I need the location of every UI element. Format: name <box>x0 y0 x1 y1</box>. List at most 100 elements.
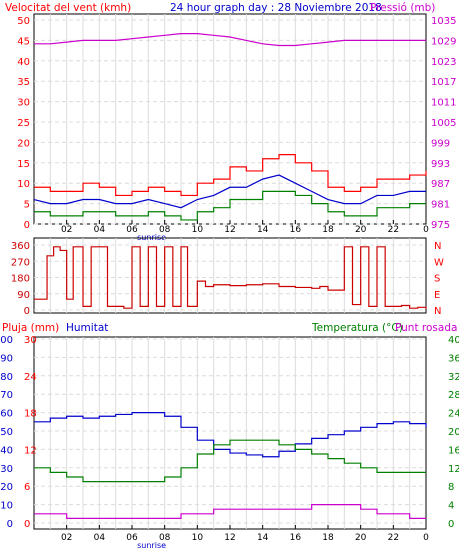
humidity-tick-label: 40 <box>0 445 13 456</box>
pressure-tick-label: 993 <box>431 159 450 170</box>
x-tick-label: 08 <box>159 533 171 543</box>
wind-speed-series-line <box>33 174 426 209</box>
humidity-tick-label: 100 <box>0 335 13 346</box>
temperature-legend: Temperatura (°C) <box>311 322 403 334</box>
direction-tick-label: 180 <box>11 274 30 285</box>
temperature-tick-label: 12 <box>448 464 459 475</box>
x-tick-label: 18 <box>322 533 334 543</box>
rain-tick-label: 6 <box>24 482 30 493</box>
wind-direction-series-line <box>34 246 427 310</box>
direction-tick-label: 360 <box>11 241 30 252</box>
pressure-tick-label: 975 <box>431 220 450 231</box>
x-tick-label: 16 <box>290 225 302 235</box>
pressure-tick-label: 999 <box>431 138 450 149</box>
x-tick-label: 12 <box>224 225 235 235</box>
wind-axis-title: Velocitat del vent (kmh) <box>5 2 131 14</box>
compass-tick-label: E <box>434 290 440 301</box>
x-tick-label: 14 <box>257 533 269 543</box>
humidity-legend: Humitat <box>66 322 108 334</box>
x-tick-label: 14 <box>257 225 269 235</box>
wind-panel-series <box>33 33 427 221</box>
direction-tick-label: 0 <box>24 306 30 317</box>
direction-panel-ticks: 0 N 90 E 180 S 270 W 360 N <box>11 241 444 317</box>
x-tick-label: 0 <box>423 225 429 235</box>
compass-tick-label: N <box>434 241 441 252</box>
x-tick-label: 08 <box>159 225 171 235</box>
compass-tick-label: W <box>434 257 444 268</box>
x-tick-label: 22 <box>388 533 399 543</box>
pressure-tick-label: 1005 <box>431 118 456 129</box>
temperature-tick-label: 16 <box>448 445 459 456</box>
wind-tick-label: 25 <box>17 118 30 129</box>
dewpoint-series-line <box>34 504 426 519</box>
direction-panel-series <box>34 246 427 310</box>
rain-tick-label: 30 <box>24 335 37 346</box>
x-tick-label: 12 <box>224 533 235 543</box>
compass-tick-label: S <box>434 274 440 285</box>
pressure-tick-label: 1017 <box>431 77 456 88</box>
humidity-tick-label: 10 <box>0 501 13 512</box>
rain-tick-label: 24 <box>24 372 37 383</box>
x-tick-label: 10 <box>192 533 204 543</box>
wind-tick-label: 0 <box>24 220 30 231</box>
rain-tick-label: 12 <box>24 445 37 456</box>
x-tick-label: 04 <box>94 225 106 235</box>
wind-panel-grid <box>34 14 426 225</box>
temperature-tick-label: 4 <box>448 501 454 512</box>
direction-panel-grid <box>34 238 426 313</box>
wind-tick-label: 5 <box>24 200 30 211</box>
wind-tick-label: 50 <box>17 16 30 27</box>
rain-tick-label: 18 <box>24 409 37 420</box>
temp-panel-grid <box>34 337 426 529</box>
wind-tick-label: 45 <box>17 36 30 47</box>
humidity-tick-label: 50 <box>0 427 13 438</box>
x-tick-label: 0 <box>423 533 429 543</box>
direction-tick-label: 270 <box>11 257 30 268</box>
rain-tick-label: 0 <box>24 519 30 530</box>
wind-low-series-line <box>34 190 426 221</box>
pressure-tick-label: 1035 <box>431 16 456 27</box>
temperature-series-line <box>34 439 426 483</box>
temperature-tick-label: 36 <box>448 353 459 364</box>
x-tick-label: 06 <box>126 533 138 543</box>
x-tick-label: 16 <box>290 533 302 543</box>
humidity-tick-label: 70 <box>0 390 13 401</box>
pressure-axis-title: Pressió (mb) <box>370 2 435 14</box>
humidity-tick-label: 80 <box>0 372 13 383</box>
wind-tick-label: 15 <box>17 159 30 170</box>
direction-tick-label: 90 <box>17 290 30 301</box>
x-tick-label: 06 <box>126 225 138 235</box>
chart-title: 24 hour graph day : 28 Noviembre 2018 <box>170 2 382 14</box>
humidity-series-line <box>34 412 427 458</box>
wind-gust-series-line <box>34 154 427 197</box>
wind-tick-label: 30 <box>17 98 30 109</box>
x-tick-label: 10 <box>192 225 204 235</box>
wind-tick-label: 10 <box>17 179 30 190</box>
temperature-tick-label: 28 <box>448 390 459 401</box>
dewpoint-legend: Punt rosada <box>395 322 457 334</box>
temperature-tick-label: 20 <box>448 427 459 438</box>
temperature-tick-label: 0 <box>448 519 454 530</box>
pressure-series-line <box>34 33 426 47</box>
pressure-tick-label: 1011 <box>431 98 456 109</box>
temperature-tick-label: 32 <box>448 372 459 383</box>
pressure-tick-label: 987 <box>431 179 450 190</box>
x-tick-label: 18 <box>322 225 334 235</box>
x-tick-label: 20 <box>355 225 367 235</box>
x-tick-label: 02 <box>61 533 72 543</box>
temperature-tick-label: 24 <box>448 409 459 420</box>
humidity-tick-label: 0 <box>7 519 13 530</box>
sunrise-label: sunrise <box>137 541 166 550</box>
wind-tick-label: 20 <box>17 138 30 149</box>
pressure-tick-label: 1023 <box>431 57 456 68</box>
temperature-tick-label: 40 <box>448 335 459 346</box>
humidity-tick-label: 20 <box>0 482 13 493</box>
temp-panel-ticks: 0041082012301640205024602870328036904010… <box>0 335 459 550</box>
x-tick-label: 22 <box>388 225 399 235</box>
humidity-tick-label: 60 <box>0 409 13 420</box>
wind-tick-label: 35 <box>17 77 30 88</box>
x-tick-label: 04 <box>94 533 106 543</box>
wind-panel-ticks: 0 5 10 15 20 25 30 35 40 45 50 975 981 987 993 999 1005 1… <box>17 16 456 242</box>
humidity-tick-label: 90 <box>0 353 13 364</box>
